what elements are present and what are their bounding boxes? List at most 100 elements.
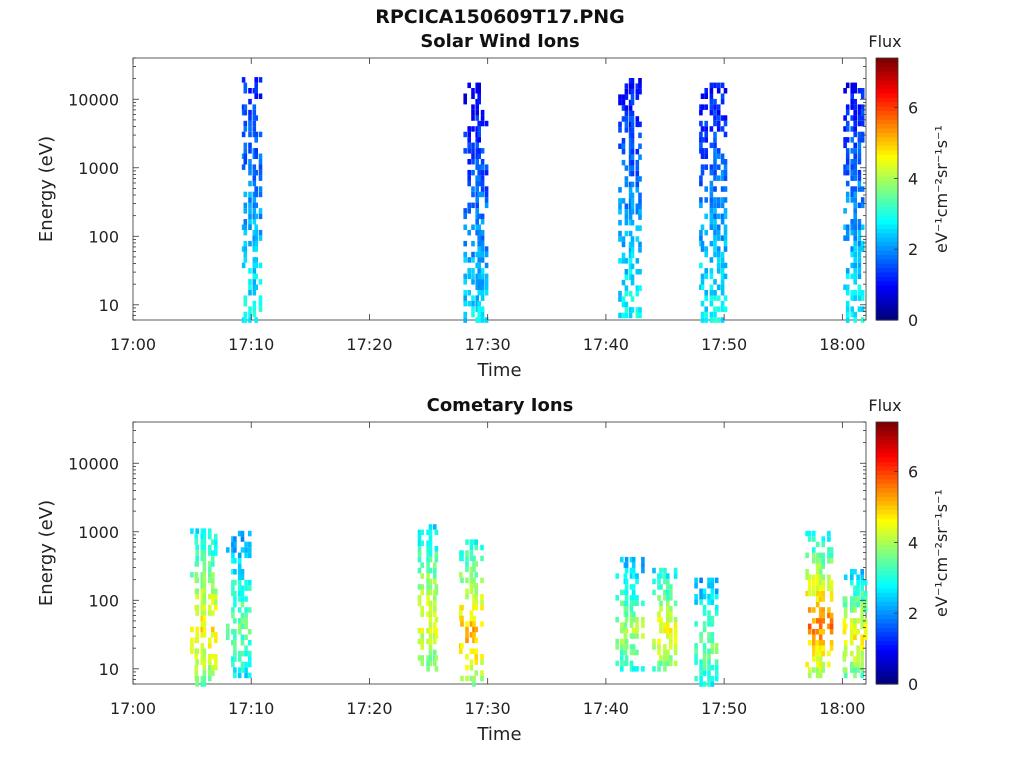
flux-cell — [467, 257, 471, 263]
flux-cell — [428, 529, 433, 536]
flux-cell — [850, 667, 854, 673]
flux-cell — [716, 317, 721, 323]
flux-cell — [244, 623, 248, 630]
flux-cell — [471, 251, 475, 258]
flux-cell — [480, 169, 485, 176]
flux-cell — [720, 153, 725, 159]
flux-cell — [231, 579, 235, 586]
flux-cell — [428, 606, 433, 612]
flux-cell — [699, 175, 703, 181]
flux-cell — [707, 615, 711, 622]
flux-cell — [237, 623, 242, 630]
flux-cell — [850, 197, 854, 203]
flux-cell — [620, 666, 624, 672]
flux-cell — [463, 251, 467, 258]
flux-cell — [252, 246, 257, 252]
flux-cell — [720, 82, 725, 89]
flux-cell — [471, 148, 475, 154]
flux-cell — [845, 153, 850, 159]
flux-cell — [475, 224, 479, 230]
flux-cell — [714, 648, 719, 654]
flux-cell — [420, 573, 424, 579]
colorbar-step — [876, 513, 898, 519]
flux-cell — [723, 159, 728, 165]
flux-cell — [709, 284, 714, 290]
flux-cell — [853, 656, 857, 662]
flux-cell — [254, 88, 258, 94]
flux-cell — [857, 306, 862, 312]
flux-cell — [853, 634, 857, 640]
flux-cell — [845, 273, 850, 280]
colorbar-step — [876, 250, 898, 256]
flux-cell — [244, 541, 248, 548]
flux-cell — [484, 169, 489, 176]
flux-cell — [638, 225, 642, 231]
flux-cell — [713, 306, 717, 312]
flux-cell — [857, 219, 862, 225]
flux-cell — [463, 257, 467, 263]
flux-cell — [657, 649, 661, 656]
flux-cell — [638, 143, 642, 149]
flux-cell — [845, 109, 850, 116]
flux-cell — [475, 104, 479, 110]
flux-cell — [860, 137, 865, 143]
colorbar-step — [876, 483, 898, 489]
flux-cell — [720, 235, 725, 241]
flux-cell — [202, 572, 207, 578]
colorbar-tick-label: 2 — [908, 604, 918, 623]
flux-cell — [723, 164, 728, 170]
flux-cell — [657, 595, 661, 601]
flux-cell — [723, 131, 728, 138]
flux-cell — [258, 213, 263, 220]
flux-cell — [663, 595, 667, 601]
flux-cell — [200, 648, 205, 654]
flux-cell — [827, 552, 831, 559]
flux-cell — [480, 544, 484, 551]
flux-cell — [474, 539, 478, 545]
flux-cell — [480, 175, 485, 181]
flux-cell — [659, 627, 663, 634]
flux-cell — [638, 198, 642, 204]
flux-cell — [812, 656, 816, 662]
flux-cell — [254, 235, 258, 241]
flux-cell — [233, 618, 237, 624]
flux-cell — [200, 577, 205, 584]
flux-cell — [853, 153, 857, 159]
flux-cell — [857, 290, 862, 296]
flux-cell — [237, 618, 242, 624]
flux-cell — [720, 219, 725, 225]
flux-cell — [821, 667, 825, 673]
flux-cell — [477, 240, 481, 247]
flux-cell — [237, 596, 242, 602]
flux-cell — [472, 637, 476, 644]
flux-cell — [202, 550, 207, 556]
flux-cell — [480, 555, 484, 562]
flux-cell — [857, 295, 862, 301]
flux-cell — [850, 601, 854, 608]
flux-cell — [243, 257, 248, 263]
flux-cell — [463, 93, 467, 99]
flux-cell — [248, 98, 252, 105]
flux-cell — [628, 83, 633, 89]
flux-cell — [252, 306, 257, 312]
colorbar-step — [876, 280, 898, 286]
flux-cell — [635, 159, 640, 166]
flux-cell — [630, 159, 635, 166]
flux-cell — [856, 579, 860, 586]
flux-cell — [254, 153, 258, 159]
flux-cell — [211, 561, 215, 567]
colorbar-step — [876, 232, 898, 238]
flux-cell — [477, 229, 481, 236]
colorbar-step — [876, 496, 898, 502]
colorbar-step — [876, 596, 898, 602]
flux-cell — [666, 606, 670, 612]
flux-cell — [477, 213, 481, 220]
flux-cell — [469, 610, 474, 616]
flux-cell — [214, 588, 218, 594]
flux-cell — [860, 650, 864, 657]
flux-cell — [252, 273, 257, 280]
flux-cell — [231, 541, 235, 548]
flux-cell — [699, 262, 703, 269]
flux-cell — [699, 235, 703, 241]
flux-cell — [208, 533, 212, 540]
